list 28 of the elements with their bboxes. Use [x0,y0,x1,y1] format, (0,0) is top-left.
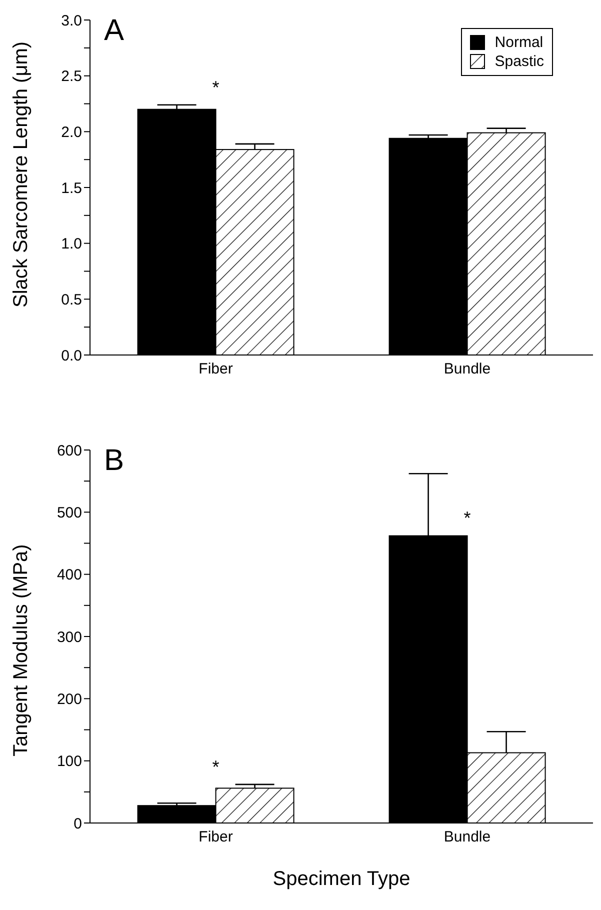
annotation: * [212,77,220,98]
y-tick-label: 2.5 [61,68,82,86]
y-tick-label: 0.0 [61,347,82,364]
x-tick-label: Bundle [444,828,491,846]
y-tick-label: 400 [56,566,82,584]
x-tick-label: Fiber [198,360,233,378]
chart-title: A [104,14,124,48]
annotation: * [212,756,220,777]
y-tick-label: 500 [56,504,82,522]
y-tick-label: 200 [56,690,82,708]
y-tick-label: 0.5 [61,291,82,308]
x-axis-title: Specimen Type [272,868,410,890]
y-tick-label: 0 [74,815,82,832]
y-tick-label: 600 [56,442,82,460]
y-tick-label: 3.0 [61,12,82,30]
y-tick-label: 2.0 [61,124,82,141]
x-tick-label: Bundle [444,360,491,378]
chart-title: B [104,444,124,478]
y-tick-label: 1.5 [61,180,82,197]
y-tick-label: 100 [56,753,82,770]
x-tick-label: Fiber [198,828,233,846]
annotation: * [464,508,471,528]
y-axis-title: Tangent Modulus (MPa) [10,544,32,756]
y-axis-title: Slack Sarcomere Length (μm) [10,41,32,308]
legend-label: Normal [494,34,544,51]
y-tick-label: 300 [56,628,82,646]
y-tick-label: 1.0 [61,236,82,253]
legend-label: Spastic [494,53,544,70]
